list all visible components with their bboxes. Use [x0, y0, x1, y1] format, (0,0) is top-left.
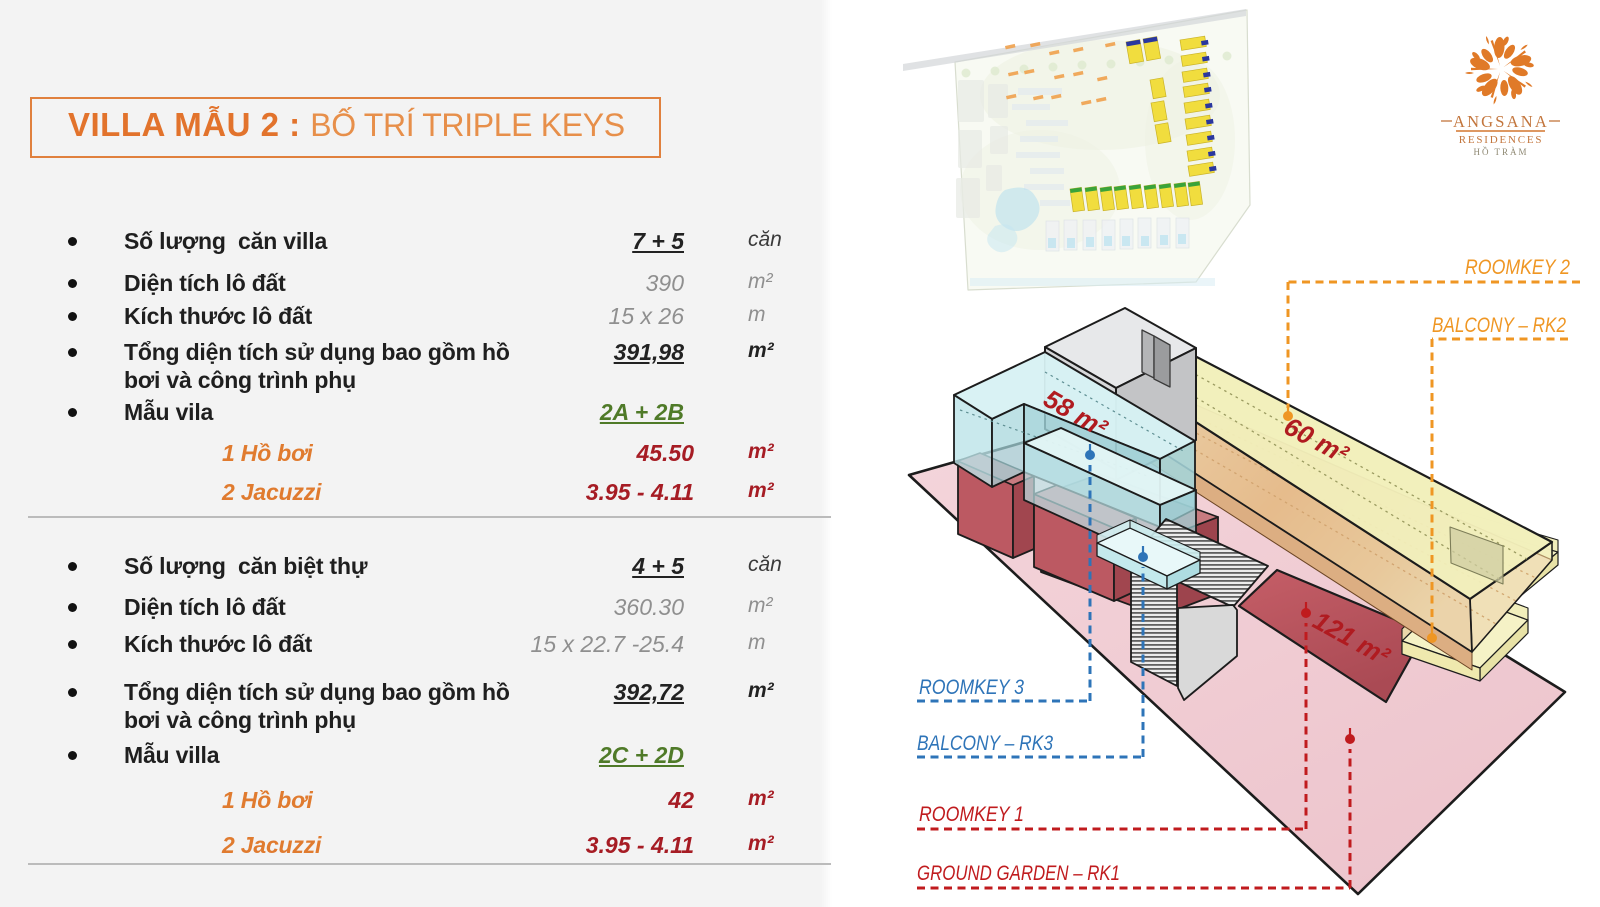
- svg-text:ROOMKEY 2: ROOMKEY 2: [1465, 256, 1570, 279]
- svg-text:RESIDENCES: RESIDENCES: [1459, 134, 1544, 146]
- svg-text:HỒ TRÀM: HỒ TRÀM: [1473, 147, 1528, 157]
- svg-text:BALCONY – RK3: BALCONY – RK3: [917, 732, 1053, 755]
- svg-text:ROOMKEY 1: ROOMKEY 1: [919, 803, 1024, 826]
- svg-text:GROUND GARDEN – RK1: GROUND GARDEN – RK1: [917, 862, 1120, 885]
- svg-text:BALCONY – RK2: BALCONY – RK2: [1432, 314, 1566, 337]
- svg-text:ANGSANA: ANGSANA: [1453, 112, 1549, 131]
- svg-text:ROOMKEY 3: ROOMKEY 3: [919, 676, 1024, 699]
